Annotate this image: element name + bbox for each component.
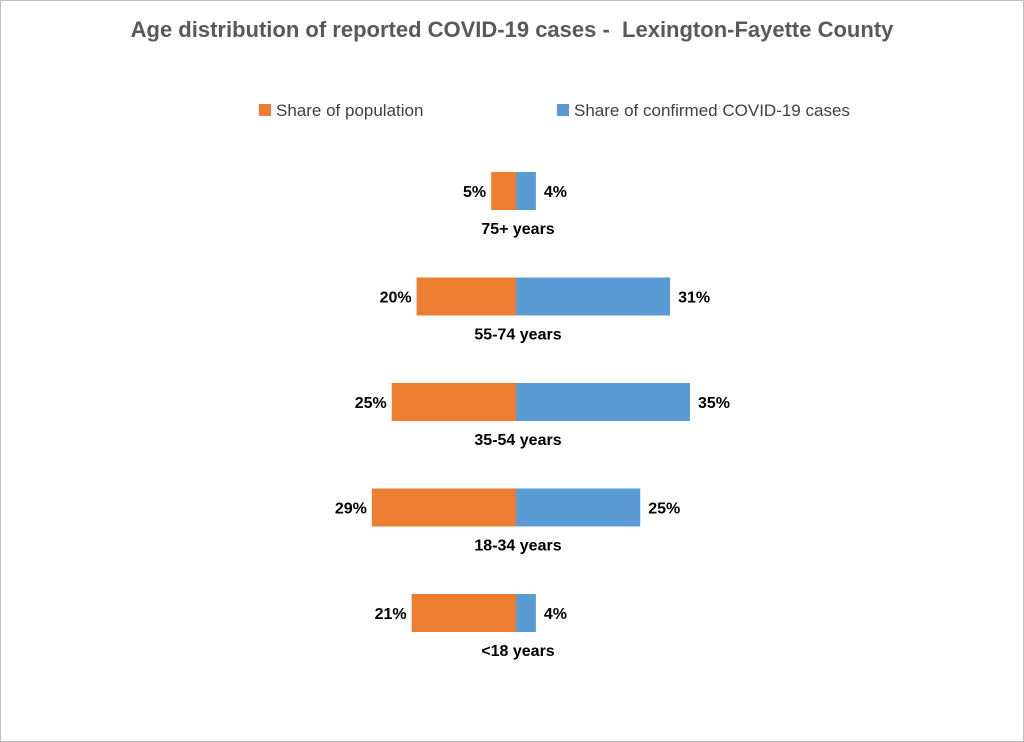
data-label-cases: 31% [678,290,710,307]
chart-title: Age distribution of reported COVID-19 ca… [130,17,894,42]
category-label: 18-34 years [474,538,561,555]
data-label-cases: 4% [544,184,567,201]
bar-cases [516,594,536,632]
data-label-population: 29% [335,501,367,518]
bar-population [491,172,516,210]
data-label-population: 5% [463,184,486,201]
bar-population [416,277,516,316]
category-label: <18 years [481,643,555,660]
bar-cases [516,172,536,210]
bar-population [411,594,516,632]
legend-swatch-cases [557,104,569,116]
legend-label-population: Share of population [276,101,423,120]
category-label: 55-74 years [474,327,561,344]
legend-swatch-population [259,104,271,116]
data-label-population: 25% [355,395,387,412]
bar-cases [516,277,671,316]
bar-cases [516,383,690,421]
data-label-cases: 4% [544,606,567,623]
data-label-cases: 25% [648,501,680,518]
bar-cases [516,488,641,527]
data-label-population: 20% [380,290,412,307]
data-label-population: 21% [375,606,407,623]
data-label-cases: 35% [698,395,730,412]
legend-label-cases: Share of confirmed COVID-19 cases [574,101,850,120]
category-label: 35-54 years [474,432,561,449]
bar-population [371,488,516,527]
category-label: 75+ years [481,221,555,238]
bar-population [391,383,516,421]
